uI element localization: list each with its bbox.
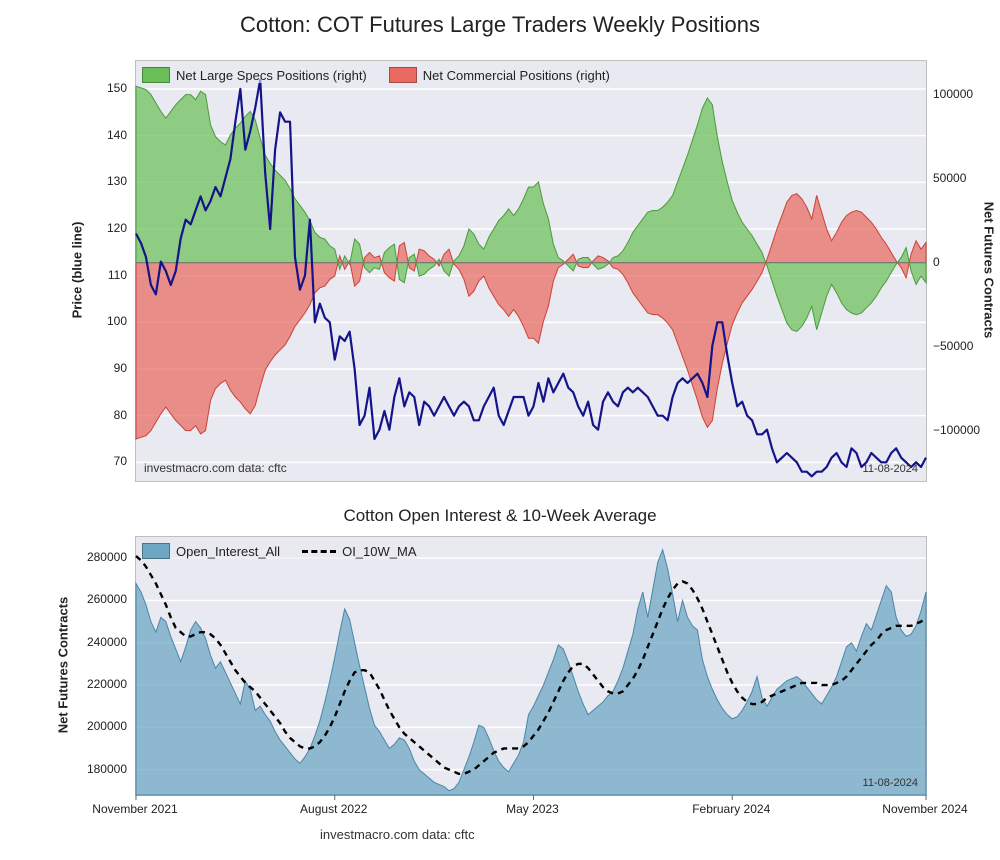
legend-swatch-comm — [389, 67, 417, 83]
legend-item-comm: Net Commercial Positions (right) — [389, 67, 610, 83]
legend-label: OI_10W_MA — [342, 544, 416, 559]
x-tick-label: November 2021 — [92, 802, 177, 816]
legend-line-ma — [302, 550, 336, 553]
bottom-plot-area: Open_Interest_All OI_10W_MA 11-08-2024 — [135, 536, 927, 796]
y-tick-label: 240000 — [87, 635, 127, 649]
y-tick-label: 0 — [933, 255, 940, 269]
y-tick-label: 100 — [107, 314, 127, 328]
y-tick-label: −100000 — [933, 423, 980, 437]
legend-label: Net Large Specs Positions (right) — [176, 68, 367, 83]
y-tick-label: 80 — [114, 408, 127, 422]
y-tick-label: 50000 — [933, 171, 966, 185]
legend-label: Open_Interest_All — [176, 544, 280, 559]
footer-text: investmacro.com data: cftc — [320, 827, 475, 842]
watermark: investmacro.com data: cftc — [144, 461, 287, 475]
date-note: 11-08-2024 — [863, 463, 918, 475]
y-tick-label: 150 — [107, 81, 127, 95]
bottom-plot-svg — [136, 537, 926, 795]
x-tick-label: November 2024 — [882, 802, 967, 816]
y-tick-label: 130 — [107, 174, 127, 188]
y-tick-label: 90 — [114, 361, 127, 375]
top-legend: Net Large Specs Positions (right) Net Co… — [142, 67, 610, 83]
figure: Cotton: COT Futures Large Traders Weekly… — [0, 0, 1000, 860]
y-tick-label: 180000 — [87, 762, 127, 776]
y-tick-label: 140 — [107, 128, 127, 142]
y-tick-label: 70 — [114, 454, 127, 468]
y-tick-label: 110 — [108, 268, 127, 282]
y-axis-label-left: Price (blue line) — [70, 222, 85, 319]
x-tick-label: August 2022 — [300, 802, 367, 816]
legend-item-ma: OI_10W_MA — [302, 544, 416, 559]
y-axis-label-left: Net Futures Contracts — [56, 597, 71, 734]
legend-label: Net Commercial Positions (right) — [423, 68, 610, 83]
y-tick-label: 120 — [107, 221, 127, 235]
legend-swatch-specs — [142, 67, 170, 83]
y-tick-label: 200000 — [87, 719, 127, 733]
date-note: 11-08-2024 — [863, 777, 918, 789]
y-tick-label: −50000 — [933, 339, 973, 353]
bottom-legend: Open_Interest_All OI_10W_MA — [142, 543, 417, 559]
y-tick-label: 280000 — [87, 550, 127, 564]
y-tick-label: 260000 — [87, 592, 127, 606]
legend-item-oi: Open_Interest_All — [142, 543, 280, 559]
legend-swatch-oi — [142, 543, 170, 559]
y-tick-label: 100000 — [933, 87, 973, 101]
y-axis-label-right: Net Futures Contracts — [982, 202, 997, 339]
x-tick-label: May 2023 — [506, 802, 559, 816]
legend-item-specs: Net Large Specs Positions (right) — [142, 67, 367, 83]
top-plot-area: Net Large Specs Positions (right) Net Co… — [135, 60, 927, 482]
x-tick-label: February 2024 — [692, 802, 770, 816]
y-tick-label: 220000 — [87, 677, 127, 691]
bottom-title: Cotton Open Interest & 10-Week Average — [0, 506, 1000, 526]
main-title: Cotton: COT Futures Large Traders Weekly… — [0, 12, 1000, 38]
top-plot-svg — [136, 61, 926, 481]
